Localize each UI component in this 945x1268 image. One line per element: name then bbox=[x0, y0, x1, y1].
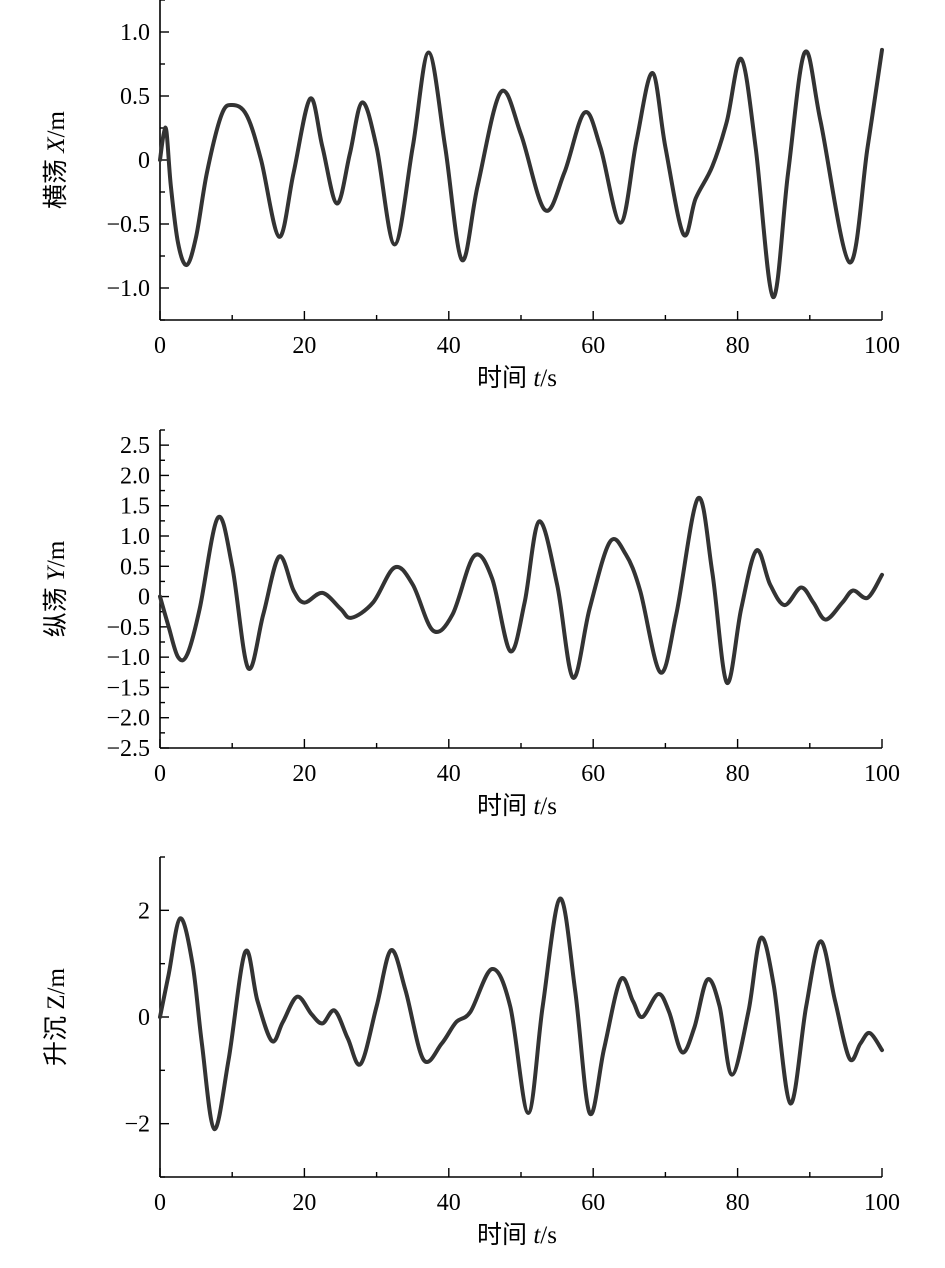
x-tick-label: 60 bbox=[581, 333, 605, 359]
y-tick-label: 0 bbox=[138, 148, 150, 174]
x-axis-title-text: 时间 bbox=[477, 1221, 533, 1249]
x-tick-label: 0 bbox=[154, 333, 166, 359]
y-axis-title-unit: /m bbox=[43, 540, 70, 567]
y-tick-label: −1.0 bbox=[106, 645, 150, 671]
x-tick-label: 100 bbox=[864, 761, 900, 787]
x-axis-title: 时间 t/s bbox=[477, 792, 557, 820]
x-tick-label: 40 bbox=[437, 761, 461, 787]
x-tick-label: 20 bbox=[292, 1190, 316, 1216]
y-tick-label: −1.5 bbox=[106, 675, 150, 701]
y-tick-label: −2.5 bbox=[106, 736, 150, 762]
y-axis-title-unit: /m bbox=[43, 110, 70, 137]
y-tick-label: 0 bbox=[138, 1005, 150, 1031]
x-tick-label: 20 bbox=[292, 333, 316, 359]
y-tick-label: −2 bbox=[124, 1112, 150, 1138]
y-tick-label: −2.0 bbox=[106, 706, 150, 732]
x-tick-label: 40 bbox=[437, 333, 461, 359]
y-tick-label: −0.5 bbox=[106, 615, 150, 641]
y-tick-label: −0.5 bbox=[106, 212, 150, 238]
y-tick-label: 0.5 bbox=[120, 554, 150, 580]
x-tick-label: 60 bbox=[581, 1190, 605, 1216]
x-axis-title-unit: /s bbox=[540, 793, 557, 820]
y-tick-label: 2.0 bbox=[120, 463, 150, 489]
series-line-1 bbox=[158, 495, 884, 685]
chart-panel-2: 0 20 40 60 80 100 −2.5 −2.0 −1.5 −1.0 −0.5 0 0.5 1.0 1… bbox=[42, 429, 900, 820]
y-tick-label: 1.0 bbox=[120, 524, 150, 550]
y-tick-label: 0 bbox=[138, 585, 150, 611]
y-axis-title: 纵荡 Y/m bbox=[42, 540, 70, 637]
x-tick-label: 60 bbox=[581, 761, 605, 787]
y-axis-title-var: X bbox=[43, 136, 70, 154]
series-line-1 bbox=[158, 896, 884, 1132]
x-axis-title-text: 时间 bbox=[477, 364, 533, 392]
x-axis-title: 时间 t/s bbox=[477, 364, 557, 392]
x-axis-title: 时间 t/s bbox=[477, 1221, 557, 1249]
chart-panel-3: 0 20 40 60 80 100 −2 0 2 时间 t/s 升沉 Z/m bbox=[42, 856, 900, 1249]
y-tick-label: 1.0 bbox=[120, 20, 150, 46]
x-tick-label: 100 bbox=[864, 1190, 900, 1216]
y-tick-label: 2 bbox=[138, 898, 150, 924]
y-axis-title-text: 升沉 Z/m bbox=[42, 967, 70, 1065]
y-tick-label: 0.5 bbox=[120, 84, 150, 110]
x-tick-label: 40 bbox=[437, 1190, 461, 1216]
y-tick-label: −1.0 bbox=[106, 276, 150, 302]
x-tick-label: 80 bbox=[726, 1190, 750, 1216]
x-axis-title-unit: /s bbox=[540, 365, 557, 392]
series-line-1 bbox=[158, 47, 884, 300]
y-axis-title-text: 横荡 bbox=[42, 153, 70, 209]
y-axis-title-text: 纵荡 bbox=[42, 581, 70, 637]
x-axis-title-var: t bbox=[533, 1222, 541, 1249]
x-tick-label: 0 bbox=[154, 761, 166, 787]
y-tick-label: 1.5 bbox=[120, 494, 150, 520]
x-axis-title-text: 时间 bbox=[477, 792, 533, 820]
y-tick-label: 2.5 bbox=[120, 433, 150, 459]
y-axis-title-var: Y bbox=[43, 564, 70, 581]
x-tick-label: 20 bbox=[292, 761, 316, 787]
x-axis-title-var: t bbox=[533, 365, 541, 392]
x-tick-label: 100 bbox=[864, 333, 900, 359]
y-axis-title: 升沉 Z/m bbox=[42, 967, 70, 1065]
x-tick-label: 0 bbox=[154, 1190, 166, 1216]
chart-panel-1: 0 20 40 60 80 100 −1.0 −0.5 0 0.5 1.0 时间 t/s 横荡 X/m bbox=[42, 0, 900, 392]
x-axis-title-unit: /s bbox=[540, 1222, 557, 1249]
x-tick-label: 80 bbox=[726, 333, 750, 359]
x-axis-title-var: t bbox=[533, 793, 541, 820]
x-tick-label: 80 bbox=[726, 761, 750, 787]
y-axis-title: 横荡 X/m bbox=[42, 110, 70, 208]
